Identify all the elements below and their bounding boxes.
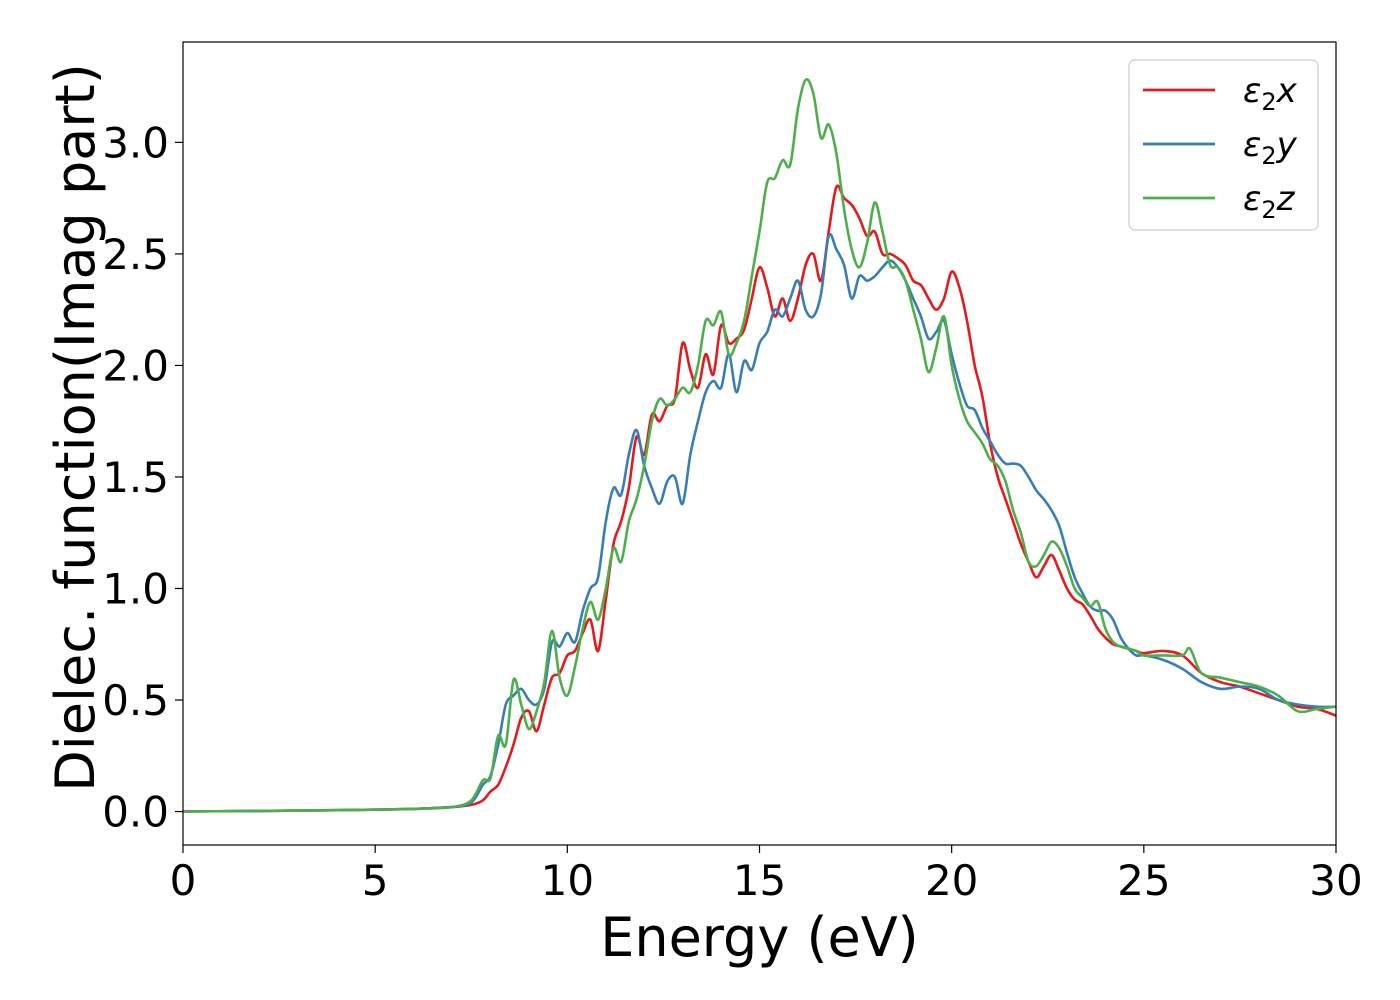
y-tick-label: 0.5 xyxy=(102,676,169,725)
x-axis-title: Energy (eV) xyxy=(600,906,919,969)
series-line-2 xyxy=(183,233,1336,813)
y-tick-label: 2.0 xyxy=(102,341,169,390)
x-tick-label: 20 xyxy=(925,856,978,905)
legend-label: ε2z xyxy=(1243,179,1296,224)
series-line-1 xyxy=(183,184,1336,813)
y-tick-label: 1.5 xyxy=(102,453,169,502)
x-tick-label: 0 xyxy=(170,856,197,905)
legend: ε2x ε2y ε2z xyxy=(1128,59,1319,231)
x-axis: 0 5 10 15 20 25 30 xyxy=(170,845,1363,905)
y-tick-label: 0.0 xyxy=(102,788,169,837)
x-tick-label: 15 xyxy=(733,856,786,905)
y-tick-label: 1.0 xyxy=(102,564,169,613)
legend-box xyxy=(1128,59,1319,231)
y-tick-label: 2.5 xyxy=(102,230,169,279)
y-axis-title: Dielec. function(Imag part) xyxy=(44,63,107,792)
legend-label: ε2y xyxy=(1243,125,1298,170)
x-tick-label: 25 xyxy=(1117,856,1170,905)
x-tick-label: 10 xyxy=(541,856,594,905)
y-axis: 0.0 0.5 1.0 1.5 2.0 2.5 3.0 xyxy=(102,118,183,837)
y-tick-label: 3.0 xyxy=(102,118,169,167)
legend-label: ε2x xyxy=(1243,71,1298,116)
x-tick-label: 5 xyxy=(362,856,389,905)
series-lines xyxy=(183,78,1336,813)
x-tick-label: 30 xyxy=(1309,856,1362,905)
series-line-3 xyxy=(183,78,1336,813)
